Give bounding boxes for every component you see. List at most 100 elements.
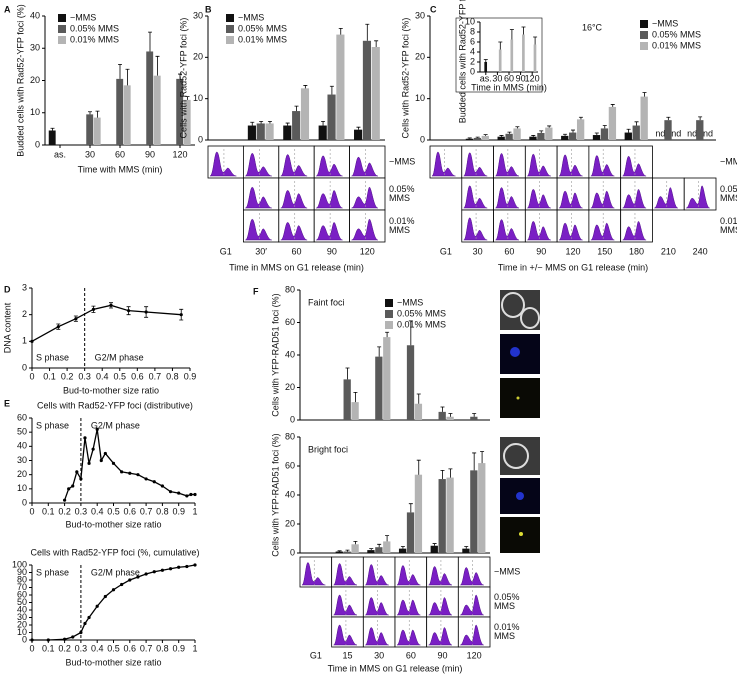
x-tick-label: 0.6 [124,643,137,653]
y-tick-label: 50 [17,597,27,607]
histogram [558,154,583,177]
histogram [245,153,272,177]
error-bar [385,535,390,542]
legend-label: 0.01% MMS [397,319,446,329]
histogram [558,190,583,209]
histogram [590,155,615,177]
legend-label: −MMS [397,297,423,307]
x-tick-label: 0.5 [107,506,120,516]
y-tick-label: 0 [22,634,27,644]
y-tick-label: 3 [22,282,27,292]
x-tick-label: 90 [536,246,546,256]
histogram [280,190,308,209]
point [30,339,34,343]
x-tick-label: 0.5 [107,643,120,653]
y-tick-label: 30 [30,43,40,53]
y-axis-label: Budded cells with Rad52-YFP foci (%) [15,4,25,156]
error-bar [303,85,308,89]
y-tick-label: 6 [470,36,475,46]
histogram [365,597,389,616]
y-tick-label: 40 [285,489,295,499]
y-tick-label: 20 [17,619,27,629]
bar [283,125,292,140]
error-bar [148,31,152,52]
bar [481,135,489,140]
bar [176,78,184,145]
x-tick-label: 60 [504,73,514,83]
error-bar [285,122,290,126]
flow-row-label: 0.05% MMS [494,592,522,611]
error-bar [509,29,514,40]
bar [430,545,438,553]
y-axis-label: Cells with YFP-RAD51 foci (%) [270,433,280,556]
histogram [316,190,343,209]
error-bar [109,302,113,309]
error-bar [377,543,382,548]
y-tick-label: 30 [193,10,203,20]
point [103,594,107,599]
histogram [622,156,647,177]
legend-label: 0.05% MMS [397,308,446,318]
point [120,470,124,474]
bar [406,345,415,420]
point [177,565,181,569]
bar [383,541,391,553]
y-tick-label: 8 [470,26,475,36]
x-tick-label: 120 [172,149,187,159]
point [144,572,148,576]
x-axis-label: Time in +/− MMS on G1 release (min) [498,262,648,272]
error-bar [464,546,469,549]
chart-title: 16°C [582,22,603,32]
bar [183,99,191,145]
error-bar [472,413,477,417]
bar [146,51,154,145]
x-tick-label: G1 [440,246,452,256]
panel: E Cells with Rad52-YFP foci (distributive… [4,398,198,529]
histogram [245,186,272,209]
point [160,568,164,572]
error-bar [259,121,264,124]
histogram [316,222,343,241]
histogram [351,156,378,177]
bar [398,548,407,553]
x-tick-label: 0.3 [75,506,88,516]
y-tick-label: 4 [470,46,475,56]
x-tick-label: 0.9 [184,371,197,381]
point [193,563,197,567]
histogram [301,562,326,586]
point [67,487,71,491]
legend-label: 0.05% MMS [238,23,287,33]
x-tick-label: 0.2 [58,643,71,653]
x-tick-label: 60 [291,246,301,256]
histogram [527,153,551,177]
point [128,471,132,475]
bar [354,129,363,140]
point [95,604,99,608]
bar [48,130,56,145]
panel-letter: D [4,284,11,294]
x-tick-label: 30′ [255,246,267,256]
legend-swatch [385,321,393,329]
line [31,304,182,342]
histogram [495,219,520,241]
bar [438,411,446,420]
error-bar [483,134,488,136]
x-tick-label: 0.1 [42,643,55,653]
point [193,492,197,497]
point [136,575,140,579]
x-tick-label: 0 [29,506,34,516]
legend-label: −MMS [652,18,678,28]
bar [640,96,648,140]
y-tick-label: 80 [17,574,27,584]
error-bar [125,68,130,86]
bar [335,551,343,553]
bar [367,550,375,553]
x-tick-label: 0.1 [43,371,56,381]
flow-row-label: 0.05% MMS [720,184,737,203]
flow-row-label: 0.01% MMS [720,216,737,235]
histogram [365,627,389,646]
y-tick-label: 80 [285,284,295,294]
focus [519,532,523,536]
y-axis-label: Cells with YFP-RAD51 foci (%) [270,293,280,416]
